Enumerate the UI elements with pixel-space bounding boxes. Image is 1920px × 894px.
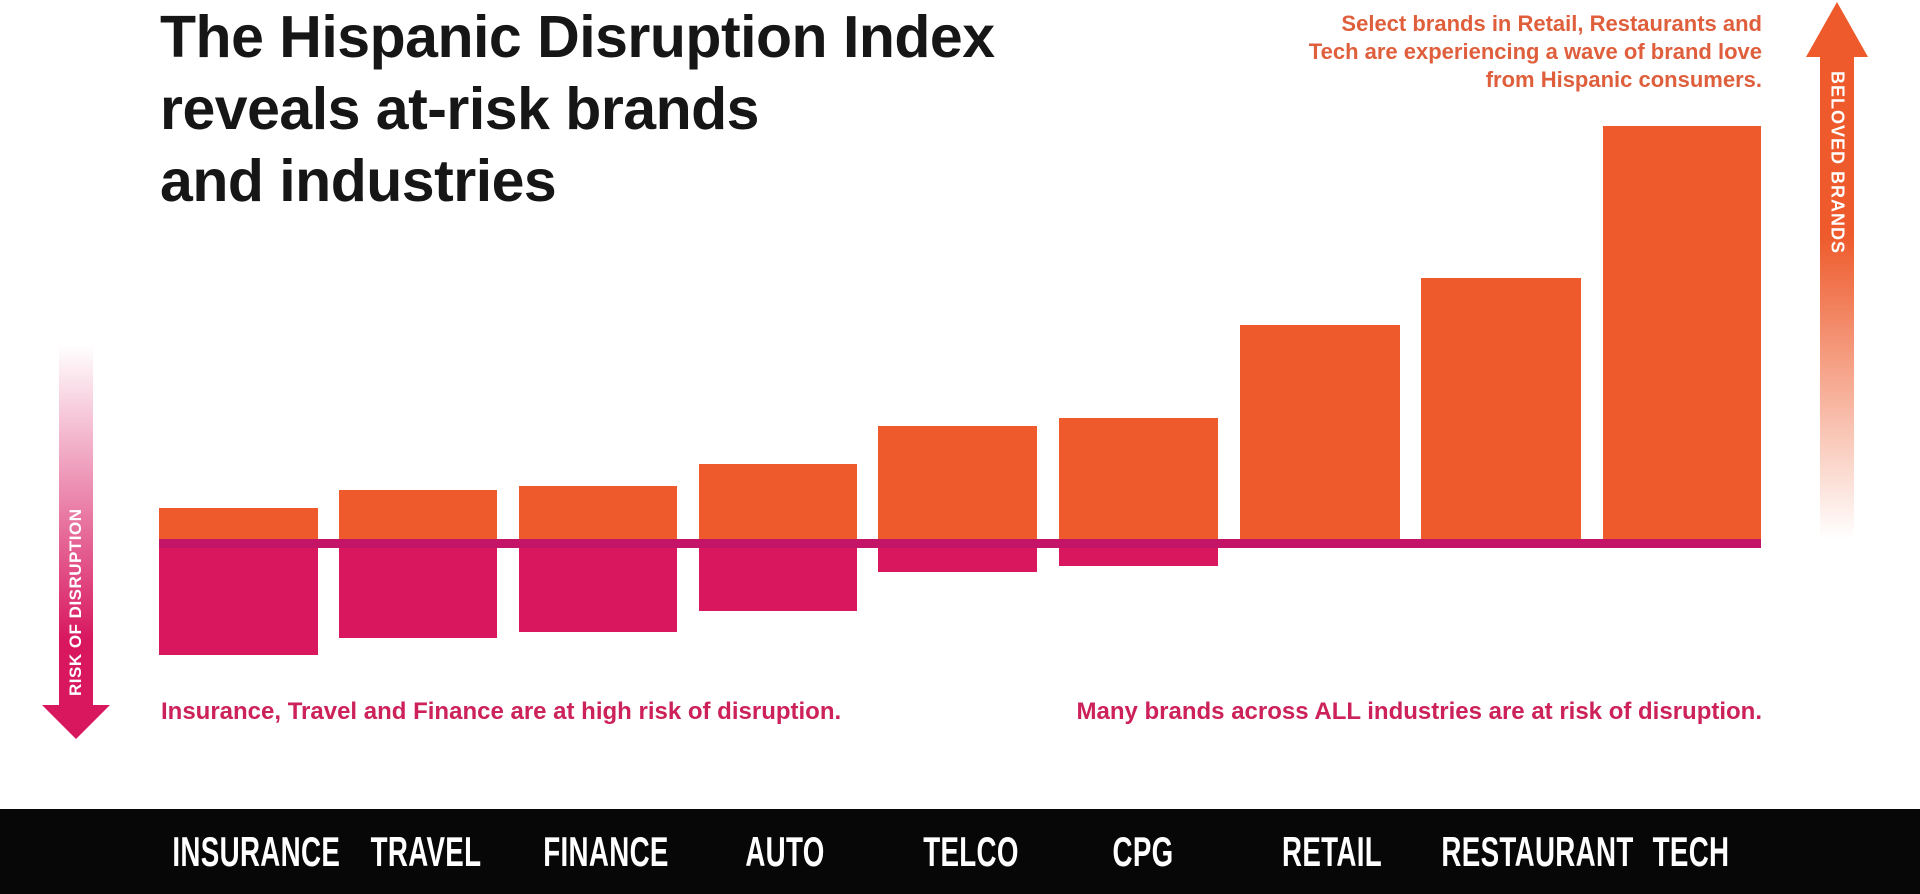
category-label-retail: RETAIL — [1281, 827, 1383, 875]
bar-restaurant-love — [1421, 278, 1581, 539]
arrow-down-shaft — [59, 345, 93, 705]
bar-insurance-risk — [159, 548, 318, 655]
category-label-insurance: INSURANCE — [172, 827, 341, 875]
category-label-restaurant: RESTAURANT — [1441, 827, 1634, 875]
category-label-telco: TELCO — [923, 827, 1019, 875]
risk-annotation-right: Many brands across ALL industries are at… — [1076, 698, 1763, 725]
beloved-brands-annotation: Select brands in Retail, Restaurants and… — [1308, 11, 1762, 92]
category-label-tech: TECH — [1652, 827, 1730, 875]
bar-cpg-love — [1059, 418, 1218, 539]
bar-tech-love — [1603, 126, 1761, 539]
category-label-finance: FINANCE — [543, 827, 669, 875]
arrow-down-icon — [42, 705, 110, 739]
bar-finance-love — [519, 486, 677, 539]
category-label-auto: AUTO — [745, 827, 825, 875]
bar-travel-risk — [339, 548, 497, 638]
bar-finance-risk — [519, 548, 677, 632]
beloved-brands-axis-label: BELOVED BRANDS — [1827, 70, 1848, 254]
bar-telco-love — [878, 426, 1037, 539]
bar-travel-love — [339, 490, 497, 539]
category-axis: INSURANCE TRAVEL FINANCE AUTO TELCO CPG RETAIL… — [0, 809, 1920, 894]
risk-annotation-left: Insurance, Travel and Finance are at hig… — [161, 698, 842, 725]
bar-cpg-risk — [1059, 548, 1218, 566]
bar-insurance-love — [159, 508, 318, 539]
bar-auto-love — [699, 464, 857, 539]
baseline — [159, 539, 1761, 548]
arrow-up-icon — [1806, 2, 1868, 57]
bar-auto-risk — [699, 548, 857, 611]
category-label-cpg: CPG — [1112, 827, 1174, 875]
chart-title: The Hispanic Disruption Index reveals at… — [160, 4, 995, 214]
bar-telco-risk — [878, 548, 1037, 572]
bar-retail-love — [1240, 325, 1400, 539]
category-label-travel: TRAVEL — [370, 827, 482, 875]
arrow-up-shaft — [1820, 56, 1854, 554]
